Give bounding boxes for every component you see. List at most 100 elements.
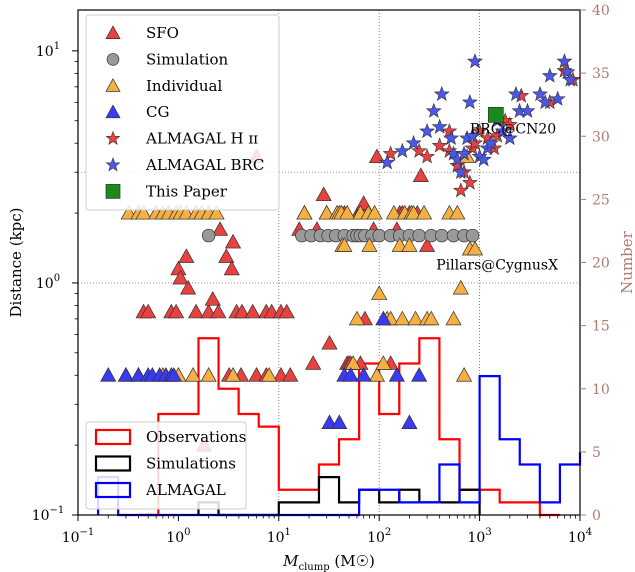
point-cg: [375, 310, 392, 326]
x-tick-label-exponent: 4: [586, 527, 592, 538]
point-almagal-brc: [501, 129, 518, 146]
point-almagal-h: [431, 137, 448, 153]
point-this-paper: [487, 107, 504, 123]
point-sfo: [278, 303, 295, 319]
point-individual: [394, 310, 411, 326]
legend-histogram: Observations Simulations ALMAGAL: [85, 421, 247, 510]
scatter-layer: [100, 53, 581, 452]
point-individual: [296, 204, 313, 220]
x-tick-label-base: 10: [62, 530, 80, 546]
point-almagal-h: [452, 182, 469, 198]
point-almagal-brc: [425, 102, 442, 118]
x-tick-label-base: 10: [267, 530, 285, 546]
point-individual: [345, 355, 362, 370]
x-tick-label-base: 10: [467, 530, 485, 546]
point-cg: [165, 367, 182, 382]
histogram-almagal: [96, 375, 582, 517]
legend-marker: [105, 184, 121, 199]
point-individual: [449, 204, 466, 220]
y-axis-title: Distance (kpc): [7, 208, 25, 318]
point-sfo: [172, 269, 189, 285]
point-individual: [407, 310, 424, 326]
x-axis-title-main: M: [282, 552, 299, 570]
point-sfo: [140, 303, 157, 319]
point-cg: [117, 367, 134, 382]
point-almagal-h: [501, 116, 518, 132]
point-sfo: [210, 303, 227, 319]
point-almagal-brc: [556, 53, 573, 69]
legend-marker: [106, 53, 120, 66]
point-almagal-h: [382, 145, 399, 161]
legend-marker: [105, 157, 121, 172]
point-sfo: [305, 355, 322, 370]
y-tick-label-exponent: −1: [50, 505, 65, 516]
hist-legend-swatch: [94, 455, 132, 472]
point-sfo: [412, 167, 429, 182]
point-almagal-brc: [475, 151, 492, 167]
point-individual: [423, 310, 440, 326]
hist-legend-label: Observations: [146, 428, 246, 446]
point-sfo: [204, 291, 221, 306]
point-almagal-brc: [419, 122, 436, 139]
y2-tick-label: 5: [592, 445, 601, 461]
legend-label: ALMAGAL H ɪɪ: [145, 130, 258, 148]
point-sfo: [218, 248, 235, 263]
x-tick-label-base: 10: [367, 530, 385, 546]
point-individual: [361, 237, 378, 252]
y2-tick-label: 20: [592, 256, 610, 272]
point-sfo: [315, 186, 332, 202]
point-almagal-brc: [456, 145, 472, 161]
point-individual: [318, 204, 335, 220]
point-sfo: [233, 303, 251, 319]
point-almagal-brc: [537, 93, 554, 110]
point-cg: [342, 367, 359, 382]
point-almagal-brc: [394, 142, 411, 158]
point-individual: [348, 310, 366, 326]
hist-legend-swatch: [94, 481, 132, 499]
point-individual: [371, 285, 388, 300]
point-individual: [452, 279, 469, 295]
point-simulation: [201, 228, 216, 243]
point-almagal-brc: [461, 93, 478, 110]
point-almagal-brc: [464, 127, 481, 143]
point-almagal-brc: [541, 67, 558, 83]
point-almagal-brc: [507, 85, 524, 102]
annotation-label: Pillars@CygnusX: [436, 258, 558, 274]
x-tick-label-exponent: 3: [485, 527, 491, 538]
y2-tick-label: 25: [592, 192, 610, 208]
y2-tick-label: 40: [592, 3, 610, 19]
point-individual: [455, 367, 473, 382]
y2-tick-label: 30: [592, 129, 610, 145]
y2-tick-label: 10: [592, 382, 610, 398]
y-tick-label: 10−1: [32, 505, 65, 524]
point-sfo: [223, 260, 240, 276]
point-almagal-brc: [559, 63, 576, 79]
x-axis-title-unit: (M☉): [330, 552, 375, 570]
point-sfo: [224, 233, 242, 249]
point-individual: [184, 367, 202, 382]
x-tick-label-exponent: 1: [285, 527, 291, 538]
point-sfo: [419, 237, 436, 252]
legend-box: [85, 14, 280, 211]
point-individual: [385, 204, 402, 220]
legend-label: Simulation: [146, 50, 229, 68]
point-almagal-brc: [405, 134, 422, 150]
point-cg: [411, 367, 428, 382]
point-almagal-brc: [519, 102, 536, 118]
point-almagal-h: [471, 122, 488, 139]
y-tick-label: 101: [36, 41, 60, 60]
x-tick-label-exponent: 2: [385, 527, 391, 538]
x-tick-label: 100: [166, 527, 190, 546]
x-axis-title-sub: clump: [298, 562, 329, 572]
point-sfo: [244, 303, 261, 319]
point-cg: [388, 367, 405, 382]
point-almagal-brc: [433, 85, 450, 102]
legend-marker: [105, 25, 121, 39]
y2-tick-label: 0: [592, 508, 601, 524]
point-individual: [339, 204, 356, 220]
y2-tick-label: 15: [592, 319, 610, 335]
point-almagal-h: [449, 157, 466, 173]
point-almagal-brc: [532, 85, 548, 102]
x-tick-label-exponent: −1: [80, 527, 95, 538]
annotation-label: BRC@CN20: [470, 122, 556, 138]
